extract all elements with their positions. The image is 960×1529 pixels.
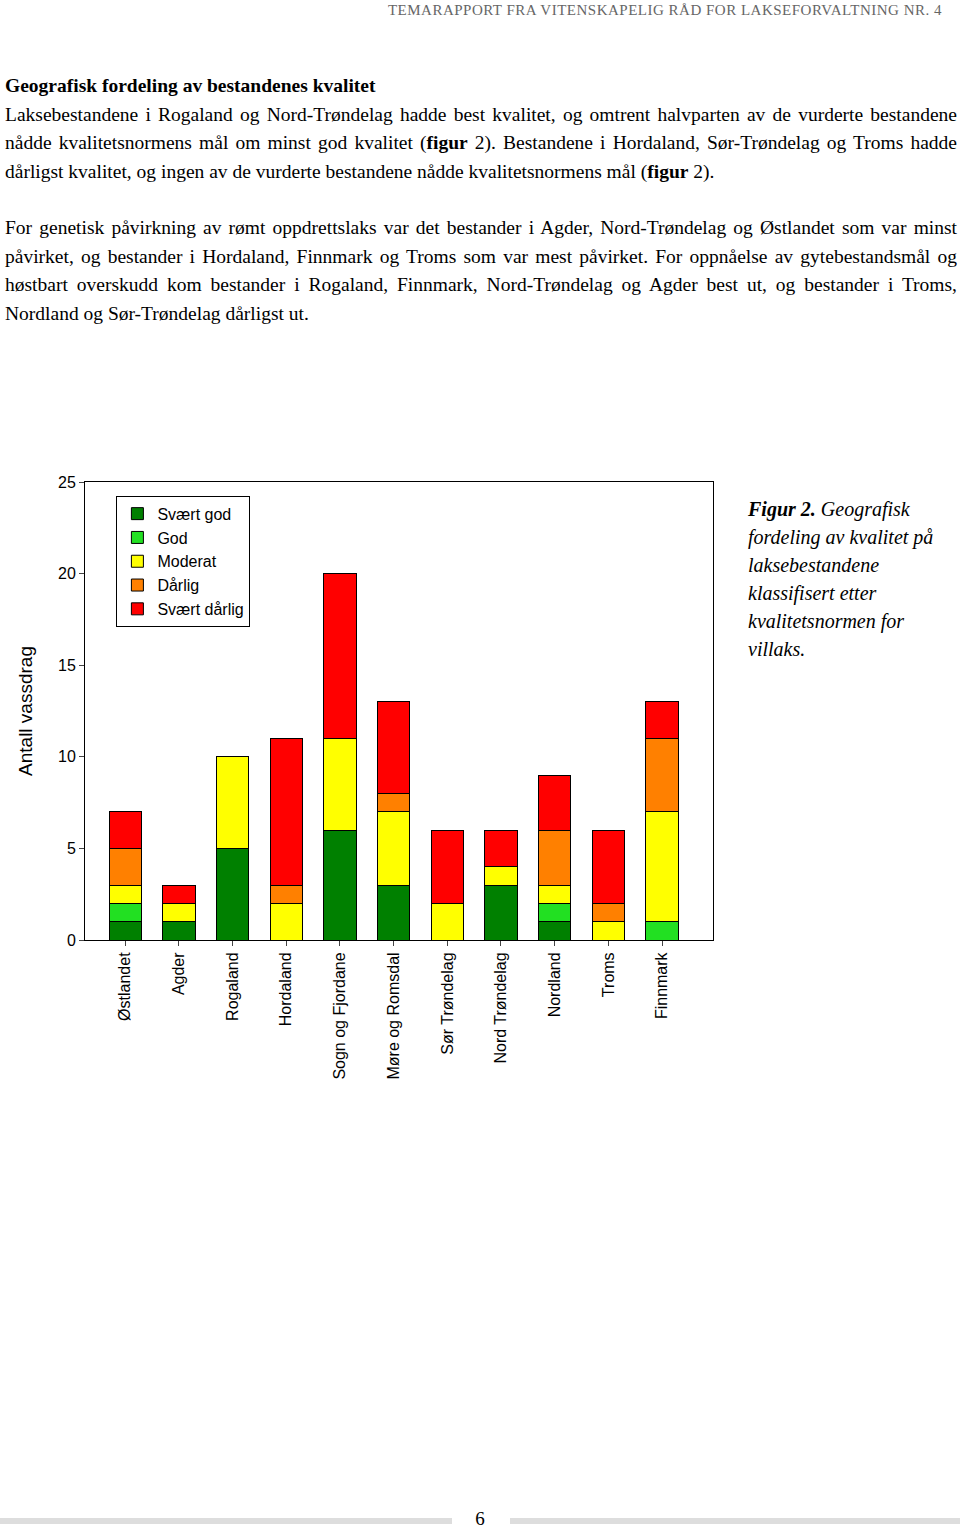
html-text:Geografisk fordeling av bestan: Geografisk fordeling av bestandenes kval… bbox=[5, 75, 376, 96]
svg-text:Rogaland: Rogaland bbox=[224, 952, 241, 1021]
svg-text:Møre og Romsdal: Møre og Romsdal bbox=[385, 952, 402, 1079]
svg-text:0: 0 bbox=[67, 932, 76, 949]
svg-text:Dårlig: Dårlig bbox=[157, 577, 199, 594]
svg-text:Moderat: Moderat bbox=[157, 553, 216, 570]
svg-text:15: 15 bbox=[58, 657, 76, 674]
svg-text:Nordland: Nordland bbox=[546, 952, 563, 1017]
svg-text:Finnmark: Finnmark bbox=[653, 951, 670, 1019]
html-text:Figur 2. Geografisk fordeling: Figur 2. Geografisk fordeling av kvalite… bbox=[748, 498, 934, 660]
html-text:For genetisk påvirkning av røm: For genetisk påvirkning av rømt oppdrett… bbox=[5, 217, 957, 324]
html-text:Laksebestandene i Rogaland og: Laksebestandene i Rogaland og Nord-Trønd… bbox=[5, 103, 957, 182]
svg-text:Svært god: Svært god bbox=[157, 506, 231, 523]
svg-text:Troms: Troms bbox=[600, 952, 617, 997]
html-text:6: 6 bbox=[475, 1508, 485, 1529]
svg-text:20: 20 bbox=[58, 565, 76, 582]
svg-text:Østlandet: Østlandet bbox=[116, 952, 133, 1021]
svg-text:25: 25 bbox=[58, 474, 76, 491]
svg-text:10: 10 bbox=[58, 748, 76, 765]
svg-text:Svært dårlig: Svært dårlig bbox=[157, 601, 243, 618]
svg-text:God: God bbox=[157, 530, 187, 547]
svg-text:Sør Trøndelag: Sør Trøndelag bbox=[439, 952, 456, 1054]
svg-text:Agder: Agder bbox=[170, 952, 187, 995]
svg-text:5: 5 bbox=[67, 840, 76, 857]
svg-text:Nord Trøndelag: Nord Trøndelag bbox=[492, 952, 509, 1063]
svg-text:Hordaland: Hordaland bbox=[277, 952, 294, 1026]
svg-text:Sogn og Fjordane: Sogn og Fjordane bbox=[331, 952, 348, 1079]
html-text:TEMARAPPORT FRA VITENSKAPELIG: TEMARAPPORT FRA VITENSKAPELIG RÅD FOR LA… bbox=[387, 2, 942, 18]
svg-text:Antall vassdrag: Antall vassdrag bbox=[15, 646, 36, 776]
